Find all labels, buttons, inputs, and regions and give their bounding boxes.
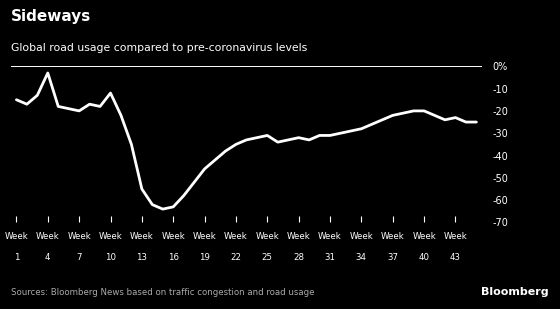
Text: Week: Week <box>349 232 374 241</box>
Text: Week: Week <box>99 232 123 241</box>
Text: 13: 13 <box>137 253 147 262</box>
Text: 19: 19 <box>199 253 210 262</box>
Text: Week: Week <box>4 232 29 241</box>
Text: Week: Week <box>161 232 185 241</box>
Text: Week: Week <box>193 232 217 241</box>
Text: 37: 37 <box>388 253 398 262</box>
Text: 40: 40 <box>419 253 430 262</box>
Text: Sources: Bloomberg News based on traffic congestion and road usage: Sources: Bloomberg News based on traffic… <box>11 288 315 297</box>
Text: 10: 10 <box>105 253 116 262</box>
Text: Global road usage compared to pre-coronavirus levels: Global road usage compared to pre-corona… <box>11 43 307 53</box>
Text: 31: 31 <box>325 253 335 262</box>
Text: Week: Week <box>224 232 248 241</box>
Text: 25: 25 <box>262 253 273 262</box>
Text: Week: Week <box>381 232 405 241</box>
Text: 22: 22 <box>231 253 241 262</box>
Text: 16: 16 <box>168 253 179 262</box>
Text: Week: Week <box>255 232 279 241</box>
Text: Week: Week <box>412 232 436 241</box>
Text: Week: Week <box>130 232 154 241</box>
Text: Week: Week <box>444 232 468 241</box>
Text: Week: Week <box>287 232 311 241</box>
Text: Week: Week <box>36 232 60 241</box>
Text: Sideways: Sideways <box>11 9 91 24</box>
Text: Week: Week <box>67 232 91 241</box>
Text: Week: Week <box>318 232 342 241</box>
Text: 28: 28 <box>293 253 304 262</box>
Text: 7: 7 <box>76 253 82 262</box>
Text: 34: 34 <box>356 253 367 262</box>
Text: 4: 4 <box>45 253 50 262</box>
Text: Bloomberg: Bloomberg <box>481 287 549 297</box>
Text: 1: 1 <box>13 253 19 262</box>
Text: 43: 43 <box>450 253 461 262</box>
